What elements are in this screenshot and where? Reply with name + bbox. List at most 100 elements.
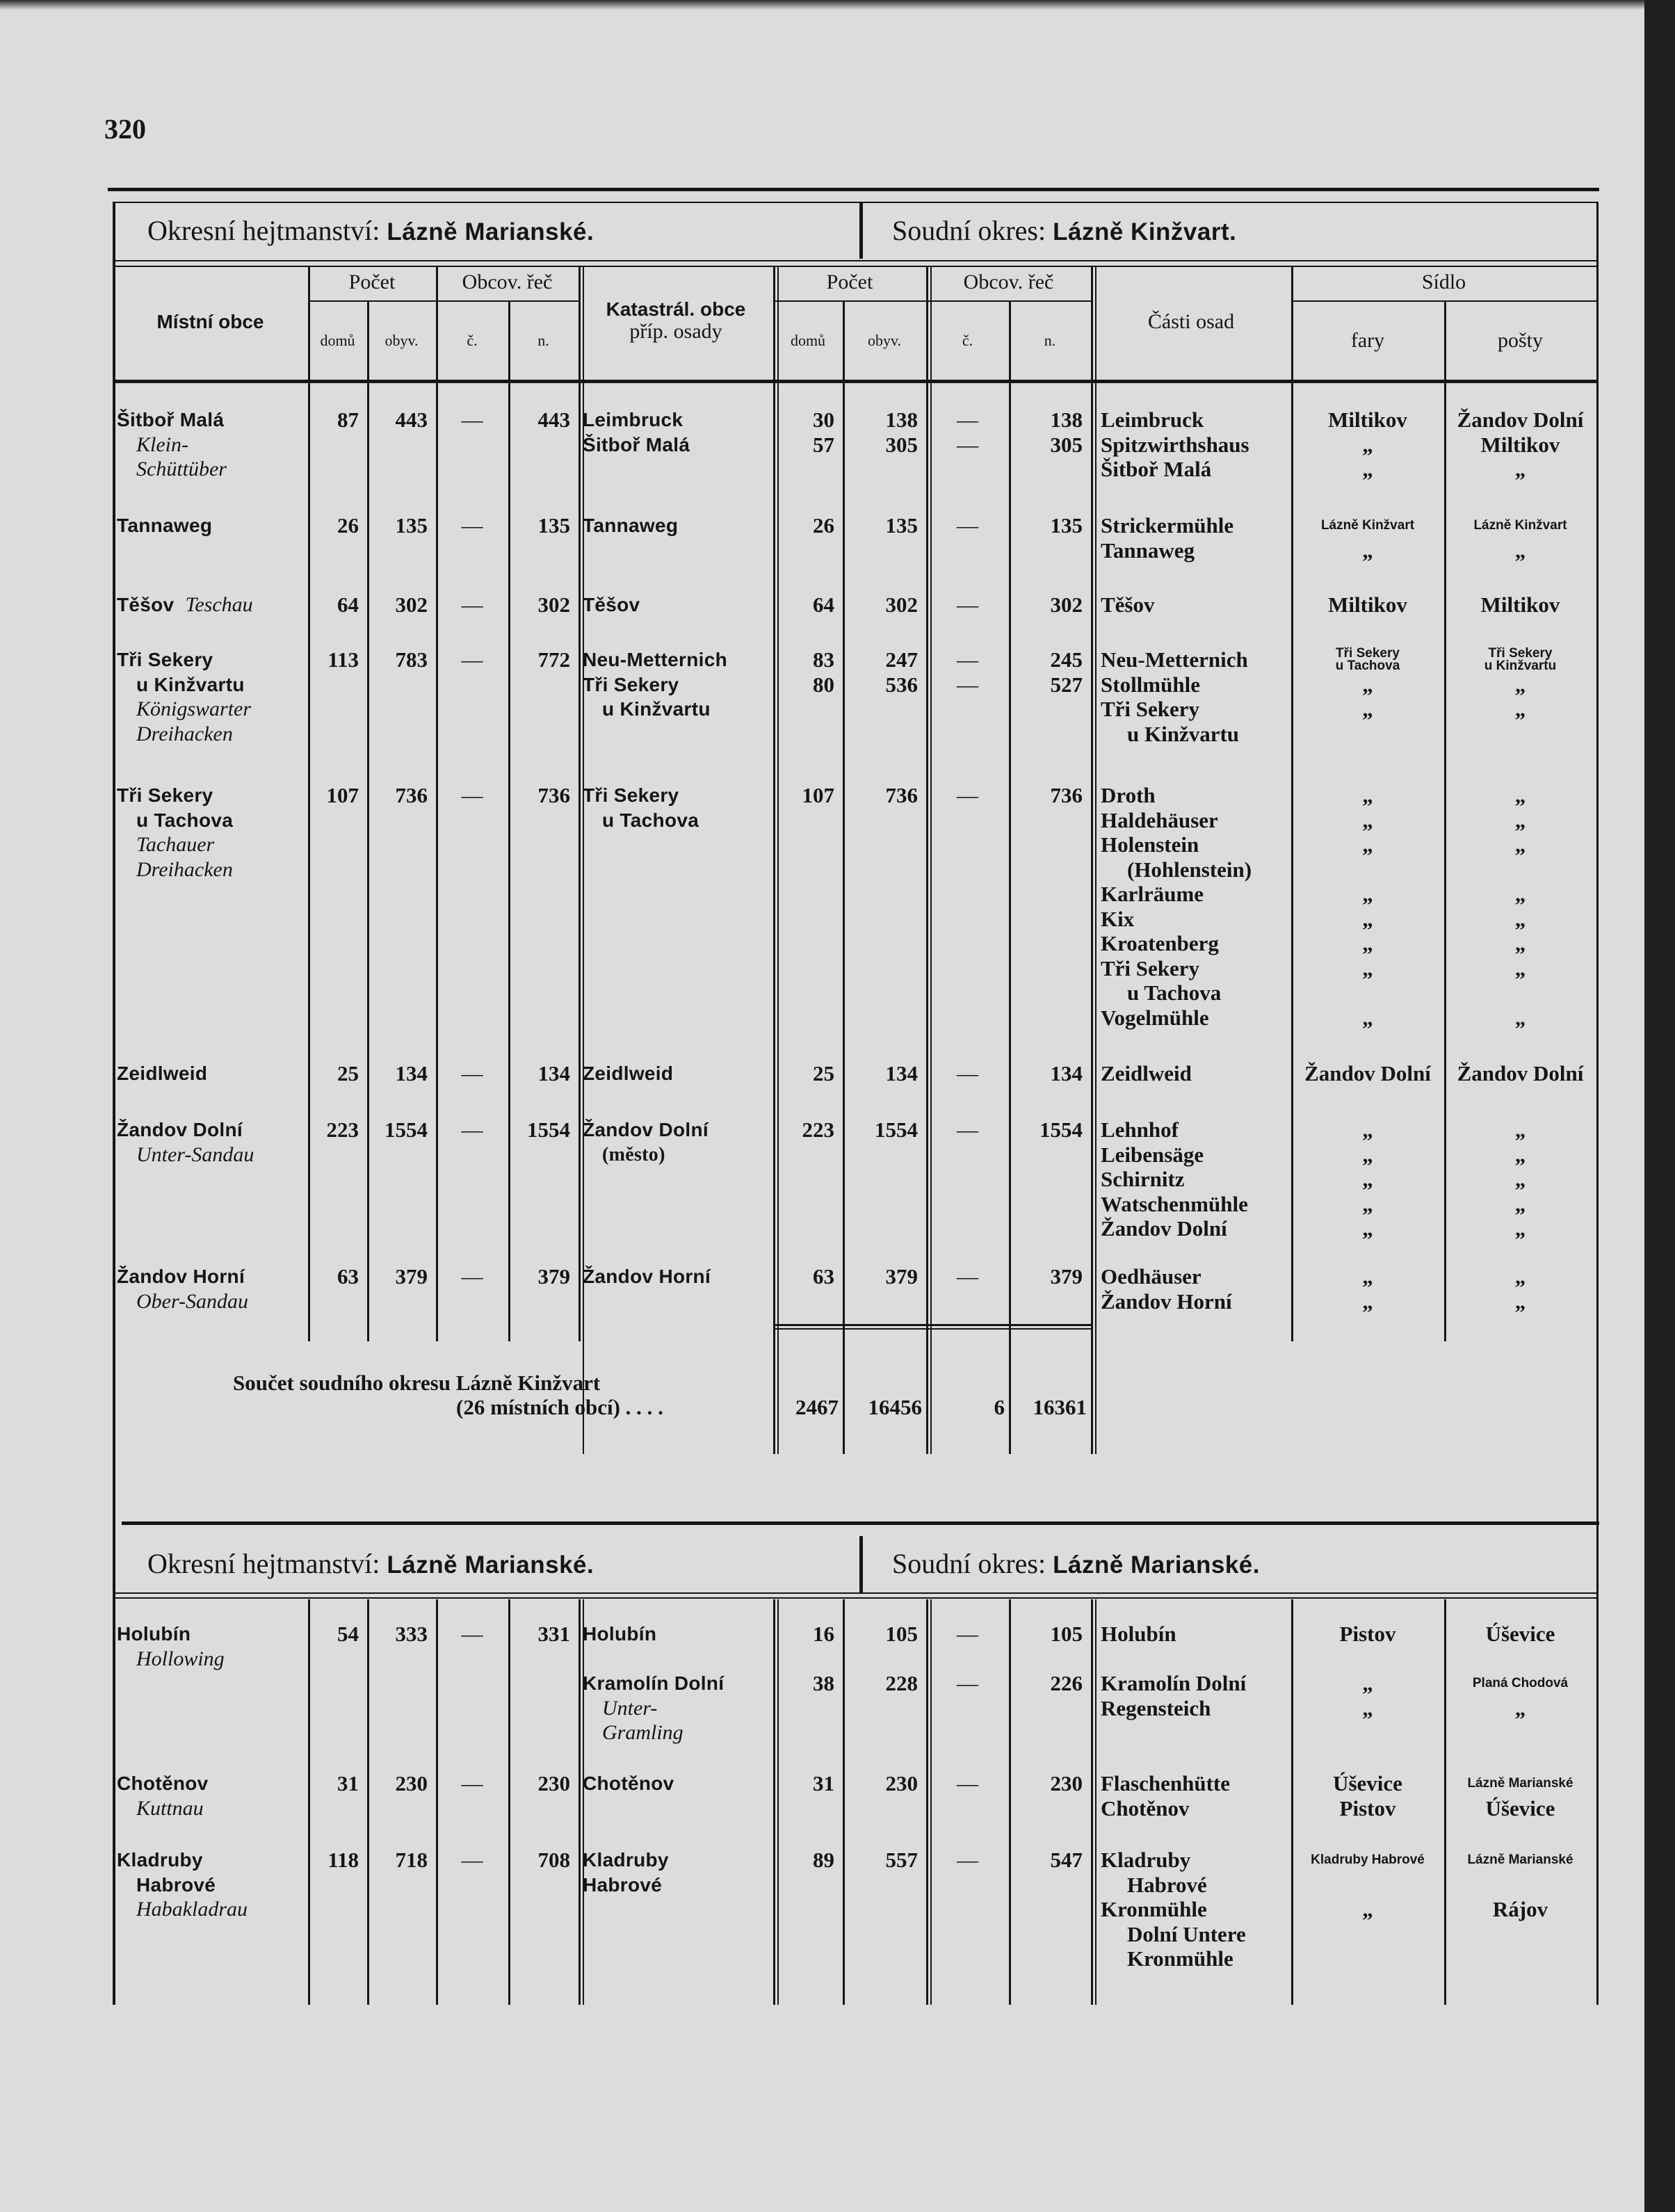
parish: „ — [1362, 538, 1373, 563]
cell-k-n: 105 — [1013, 1622, 1087, 1647]
cell-posty: Lázně Kinžvart „ — [1448, 513, 1592, 563]
vertical-rule — [367, 1599, 369, 2005]
cell-fary: Úševice Pistov — [1295, 1771, 1440, 1821]
german-name: Hollowing — [136, 1647, 225, 1670]
german-name: Schüttüber — [136, 458, 227, 481]
cell-k-n: 226 — [1013, 1671, 1087, 1696]
cadastral-name: Tannaweg — [583, 515, 679, 536]
okresni-label: Okresní hejtmanství: — [147, 1548, 380, 1579]
horizontal-rule — [773, 1324, 1091, 1326]
vertical-rule — [843, 300, 845, 1341]
value-c: — — [461, 1061, 483, 1085]
cell-k-obyv: 736 — [847, 783, 922, 808]
value-c: — — [461, 513, 483, 538]
cell-k-n: 302 — [1013, 592, 1087, 617]
cell-k-obyv: 302 — [847, 592, 922, 617]
page-number: 320 — [104, 113, 146, 145]
german-name: Kuttnau — [136, 1796, 204, 1820]
value-k-n: 245 — [1050, 647, 1083, 672]
soudni-value: Lázně Kinžvart. — [1053, 218, 1237, 245]
horizontal-rule — [773, 300, 1091, 302]
vertical-rule — [1009, 300, 1011, 1341]
parish: Miltikov — [1328, 592, 1407, 617]
settlement-part: Karlräume — [1101, 882, 1204, 906]
cell-posty: Planá Chodová „ — [1448, 1671, 1592, 1720]
header-prip-osady: příp. osady — [629, 320, 722, 343]
header-c: č. — [467, 332, 478, 349]
cell-domu: 63 — [312, 1264, 363, 1289]
value-k-c: — — [957, 1771, 978, 1795]
vertical-rule — [926, 1599, 928, 2005]
value-k-domu: 16 — [813, 1622, 834, 1646]
cell-posty: Miltikov — [1448, 592, 1592, 617]
settlement-part: Kronmühle — [1101, 1897, 1207, 1921]
value-n: 135 — [537, 513, 571, 538]
cadastral-name: Leimbruck — [583, 409, 683, 430]
post-office: Žandov Dolní — [1457, 1061, 1584, 1085]
cell-casti: Kladruby Habrové Kronmühle Dolní Untere Kron… — [1095, 1848, 1287, 1971]
value-k-c: — — [957, 513, 978, 538]
cell-c: — — [440, 1848, 504, 1873]
header-obyv-2: obyv. — [867, 332, 902, 349]
value-domu: 113 — [327, 647, 359, 672]
parish: Miltikov — [1328, 407, 1407, 432]
cell-posty: „ „ — [1448, 1264, 1592, 1314]
cell-casti: Těšov — [1095, 592, 1287, 617]
cell-c — [440, 1671, 504, 1696]
cadastral-name: Zeidlweid — [583, 1063, 674, 1084]
cell-kat: Žandov Horní — [583, 1264, 769, 1289]
municipality-name: Žandov Horní — [117, 1266, 245, 1287]
total-domu: 2467 — [795, 1395, 839, 1419]
post-office: Rájov — [1492, 1897, 1548, 1921]
post-office: „ — [1514, 1142, 1526, 1167]
value-k-obyv: 138 — [885, 407, 919, 432]
cell-n: 230 — [512, 1771, 574, 1796]
header-pocet-2: Počet — [826, 271, 873, 293]
value-c: — — [461, 1117, 483, 1142]
cell-obyv: 302 — [371, 592, 432, 617]
cell-name: Šitboř Malá Klein- Schüttüber — [117, 407, 304, 482]
cell-obyv: 135 — [371, 513, 432, 538]
cell-k-c: — — [930, 783, 1005, 808]
value-domu: 87 — [337, 407, 359, 432]
settlement-part: Strickermühle — [1101, 513, 1234, 538]
cell-domu: 223 — [312, 1117, 363, 1143]
german-name: Königswarter — [136, 697, 252, 720]
cell-name: Holubín Hollowing — [117, 1622, 304, 1671]
cell-casti: Holubín — [1095, 1622, 1287, 1647]
total-label-2: (26 místních obcí) . . . . — [456, 1395, 663, 1419]
cell-c: — — [440, 407, 504, 433]
value-k-obyv: 379 — [885, 1264, 919, 1289]
cadastral-name: Šitboř Malá — [583, 433, 690, 455]
value-obyv — [371, 1671, 432, 1696]
value-k-n: 547 — [1050, 1848, 1083, 1872]
cell-kat: Tři Sekery u Tachova — [583, 783, 769, 832]
value-obyv: 302 — [395, 592, 428, 617]
vertical-rule — [1009, 1599, 1011, 2005]
cell-obyv: 333 — [371, 1622, 432, 1647]
value-k-c: — — [957, 647, 978, 672]
settlement-part: Holenstein — [1101, 832, 1199, 857]
vertical-rule — [1444, 300, 1446, 1341]
value-k-domu: 31 — [813, 1771, 834, 1795]
value-obyv: 783 — [395, 647, 428, 672]
value-n: 708 — [537, 1848, 571, 1872]
cell-domu: 118 — [312, 1848, 363, 1873]
post-office: „ — [1514, 807, 1526, 832]
value-k-n: 105 — [1050, 1622, 1083, 1646]
value-obyv: 736 — [395, 783, 428, 807]
cell-kat: Zeidlweid — [583, 1061, 769, 1086]
municipality-name: Holubín — [117, 1623, 191, 1645]
cell-k-obyv: 247 536 — [847, 647, 922, 697]
cell-domu — [312, 1671, 363, 1696]
cell-c: — — [440, 513, 504, 538]
cell-k-obyv: 230 — [847, 1771, 922, 1796]
parish: Lázně Kinžvart — [1320, 518, 1415, 533]
cell-k-n: 736 — [1013, 783, 1087, 808]
settlement-part: Oedhäuser — [1101, 1264, 1201, 1289]
value-k-obyv: 105 — [885, 1622, 919, 1646]
value-k-c: — — [957, 432, 978, 457]
vertical-rule — [777, 1599, 779, 2005]
cell-name: Tannaweg — [117, 513, 304, 538]
post-office: „ — [1514, 1289, 1526, 1314]
